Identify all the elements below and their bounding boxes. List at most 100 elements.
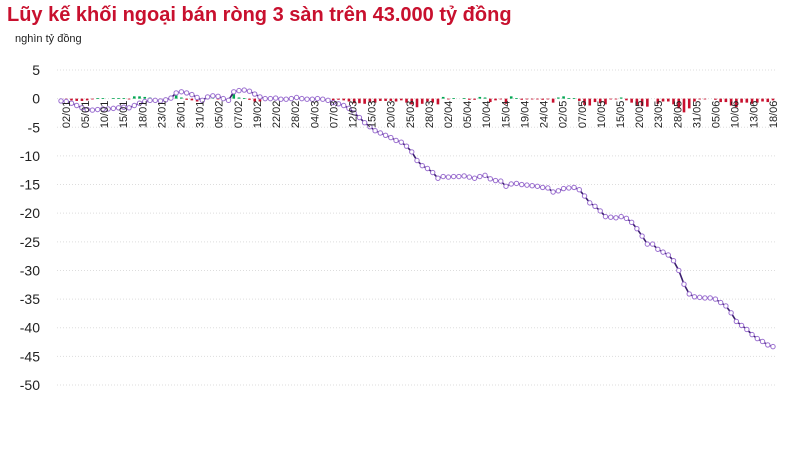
daily-net-bar [352, 98, 356, 104]
cumulative-point [126, 105, 132, 111]
cumulative-point [424, 165, 431, 172]
x-tick-label: 02/04 [443, 101, 455, 129]
daily-net-bar [473, 98, 476, 100]
daily-net-bar [766, 98, 770, 103]
daily-net-bar [499, 98, 503, 100]
x-tick-label: 07/02 [233, 101, 245, 129]
daily-net-bar [666, 98, 670, 102]
daily-net-bar [468, 98, 471, 100]
daily-net-bar [530, 98, 534, 100]
y-tick-label: -45 [20, 348, 40, 364]
daily-net-bar [138, 96, 141, 99]
y-tick-label: -10 [20, 148, 40, 164]
cumulative-point [204, 94, 211, 100]
cumulative-point [576, 187, 582, 193]
cumulative-point [183, 90, 190, 96]
daily-net-bar [420, 98, 424, 104]
cumulative-point [765, 342, 771, 348]
daily-net-bar [604, 98, 607, 105]
y-tick-label: 5 [32, 62, 40, 78]
cumulative-point [749, 331, 755, 338]
daily-net-bar [677, 98, 681, 109]
cumulative-point [393, 137, 399, 144]
daily-net-bar [593, 98, 597, 103]
cumulative-point [168, 95, 174, 101]
y-tick-label: 0 [32, 91, 40, 107]
daily-net-bar [646, 98, 649, 107]
cumulative-point [58, 98, 64, 104]
x-tick-label: 15/04 [500, 101, 512, 129]
cumulative-point [477, 173, 483, 180]
cumulative-point [178, 89, 185, 95]
cumulative-point [712, 296, 719, 302]
cumulative-point [623, 215, 630, 222]
daily-net-bar [342, 98, 346, 101]
y-tick-label: -25 [20, 234, 40, 250]
daily-net-bar [551, 98, 555, 103]
cumulative-point [252, 91, 258, 97]
cumulative-point [220, 95, 226, 102]
daily-net-bar [719, 98, 722, 103]
x-tick-label: 15/01 [118, 101, 130, 129]
cumulative-point [529, 182, 535, 189]
cumulative-point [246, 88, 253, 94]
x-tick-label: 02/05 [558, 101, 570, 129]
cumulative-point [628, 219, 635, 226]
cumulative-point [131, 102, 137, 109]
y-tick-label: -15 [20, 177, 40, 193]
daily-net-bar [347, 98, 351, 102]
cumulative-point [498, 178, 504, 184]
cumulative-point [440, 173, 446, 180]
x-tick-label: 28/03 [424, 101, 436, 129]
cumulative-point [89, 107, 96, 113]
cumulative-point [199, 97, 206, 104]
cumulative-point [456, 173, 462, 180]
cumulative-point [84, 106, 90, 113]
cumulative-point [304, 96, 310, 102]
daily-net-bar [494, 98, 497, 101]
daily-net-bar [127, 98, 131, 100]
cumulative-point [534, 183, 541, 189]
cumulative-point [299, 95, 305, 102]
cumulative-point [560, 185, 567, 192]
daily-net-bar [180, 97, 183, 99]
y-tick-label: -30 [20, 262, 40, 278]
x-tick-label: 24/04 [539, 101, 551, 129]
cumulative-point [320, 96, 326, 102]
cumulative-point [639, 233, 645, 239]
cumulative-point [272, 95, 279, 101]
cumulative-point [68, 100, 75, 106]
cumulative-point [487, 176, 493, 182]
x-tick-label: 15/03 [367, 101, 379, 129]
y-axis-ticks: 5 0 -5 -10 -15 -20 -25 -30 -35 -40 -45 -50 [20, 62, 40, 393]
x-tick-label: 04/03 [309, 101, 321, 129]
x-tick-label: 07/05 [577, 101, 589, 129]
x-tick-label: 22/02 [271, 101, 283, 129]
x-tick-label: 15/05 [615, 101, 627, 129]
daily-net-bar [771, 98, 775, 101]
cumulative-point [152, 97, 158, 104]
daily-net-bar [462, 98, 466, 99]
daily-net-bar [384, 98, 387, 101]
x-tick-label: 10/01 [99, 101, 111, 129]
daily-net-bar [619, 97, 623, 99]
cumulative-point [121, 104, 127, 110]
daily-net-bar [682, 98, 686, 113]
daily-net-bar [174, 93, 178, 99]
x-tick-label: 07/03 [328, 101, 340, 129]
daily-net-bar [525, 98, 529, 100]
cumulative-point [278, 96, 284, 102]
cumulative-point [665, 252, 671, 258]
cumulative-point [63, 98, 69, 105]
daily-net-bar [436, 98, 440, 105]
x-tick-label: 28/05 [672, 101, 684, 129]
daily-net-bar [745, 98, 749, 103]
x-tick-label: 23/05 [653, 101, 665, 129]
cumulative-point [94, 106, 101, 113]
cumulative-point [388, 134, 394, 141]
cumulative-point [519, 181, 525, 188]
x-tick-label: 05/02 [214, 101, 226, 129]
daily-net-bar [588, 98, 592, 106]
daily-net-bar [85, 98, 89, 101]
x-tick-label: 02/01 [61, 101, 73, 129]
